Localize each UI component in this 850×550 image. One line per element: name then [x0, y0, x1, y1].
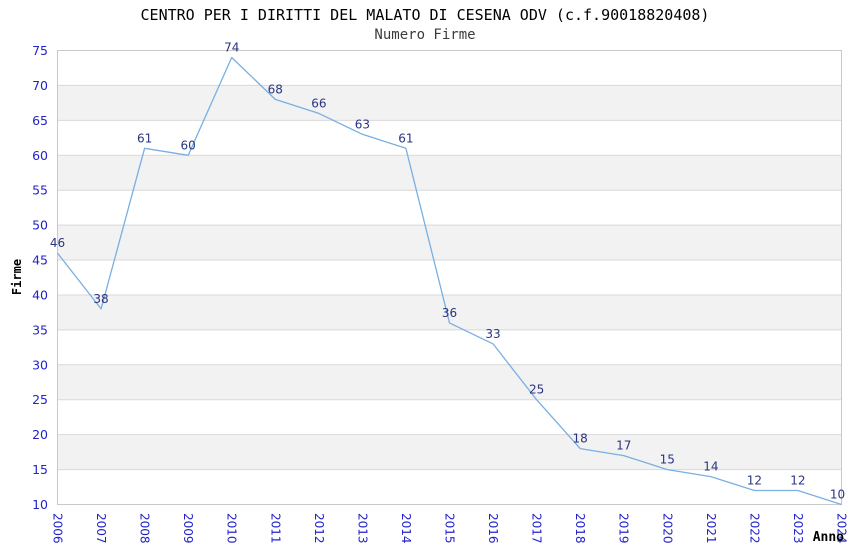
data-point-label: 63 [355, 117, 370, 131]
y-tick-label: 65 [32, 113, 48, 128]
plot-band [57, 364, 842, 400]
x-axis-label: Anno [812, 530, 844, 545]
y-axis-label: Firme [10, 258, 24, 296]
x-tick-label: 2021 [704, 513, 718, 544]
data-point-label: 36 [442, 306, 457, 320]
x-tick-label: 2015 [443, 513, 457, 544]
data-point-label: 61 [137, 131, 152, 145]
data-point-label: 25 [529, 383, 544, 397]
x-tick-label: 2019 [617, 513, 631, 544]
x-tick-label: 2013 [355, 513, 369, 544]
data-point-label: 12 [747, 474, 762, 488]
y-tick-label: 60 [32, 148, 48, 163]
y-tick-label: 75 [32, 43, 48, 58]
plot-band [57, 225, 842, 261]
y-tick-label: 55 [32, 183, 48, 198]
data-point-label: 38 [93, 292, 108, 306]
data-point-label: 10 [830, 488, 845, 502]
plot-band [57, 155, 842, 191]
x-tick-label: 2012 [312, 513, 326, 544]
x-tick-label: 2022 [747, 513, 761, 544]
data-point-label: 18 [573, 432, 588, 446]
y-tick-label: 45 [32, 253, 48, 268]
data-point-label: 68 [268, 82, 283, 96]
y-tick-label: 25 [32, 392, 48, 407]
data-point-label: 46 [50, 236, 65, 250]
y-tick-label: 50 [32, 218, 48, 233]
x-tick-label: 2018 [573, 513, 587, 544]
plot-band [57, 85, 842, 121]
y-tick-label: 30 [32, 357, 48, 372]
x-tick-label: 2010 [225, 513, 239, 544]
y-tick-label: 20 [32, 427, 48, 442]
plot-band [57, 434, 842, 470]
y-tick-label: 70 [32, 78, 48, 93]
data-point-label: 15 [660, 453, 675, 467]
data-line [56, 56, 842, 506]
data-point-label: 60 [181, 138, 196, 152]
data-point-label: 12 [790, 474, 805, 488]
plot-band [57, 294, 842, 330]
y-tick-label: 40 [32, 287, 48, 302]
data-point-label: 61 [398, 131, 413, 145]
y-tick-label: 35 [32, 322, 48, 337]
y-tick-label: 10 [32, 497, 48, 512]
x-tick-label: 2020 [660, 513, 674, 544]
x-tick-label: 2024 [835, 513, 849, 544]
chart-subtitle: Numero Firme [374, 27, 476, 43]
x-tick-label: 2007 [94, 513, 108, 544]
x-tick-label: 2008 [138, 513, 152, 544]
chart-title: CENTRO PER I DIRITTI DEL MALATO DI CESEN… [140, 6, 710, 24]
x-tick-label: 2014 [399, 513, 413, 544]
x-tick-label: 2023 [791, 513, 805, 544]
x-tick-label: 2016 [486, 513, 500, 544]
x-tick-label: 2017 [530, 513, 544, 544]
x-tick-label: 2006 [51, 513, 65, 544]
y-tick-label: 15 [32, 462, 48, 477]
data-point-label: 33 [485, 327, 500, 341]
data-point-label: 17 [616, 439, 631, 453]
data-point-label: 14 [703, 460, 718, 474]
x-tick-label: 2009 [181, 513, 195, 544]
data-point-label: 66 [311, 96, 326, 110]
x-tick-label: 2011 [268, 513, 282, 544]
data-point-label: 74 [224, 40, 239, 54]
plot-border [57, 50, 842, 505]
